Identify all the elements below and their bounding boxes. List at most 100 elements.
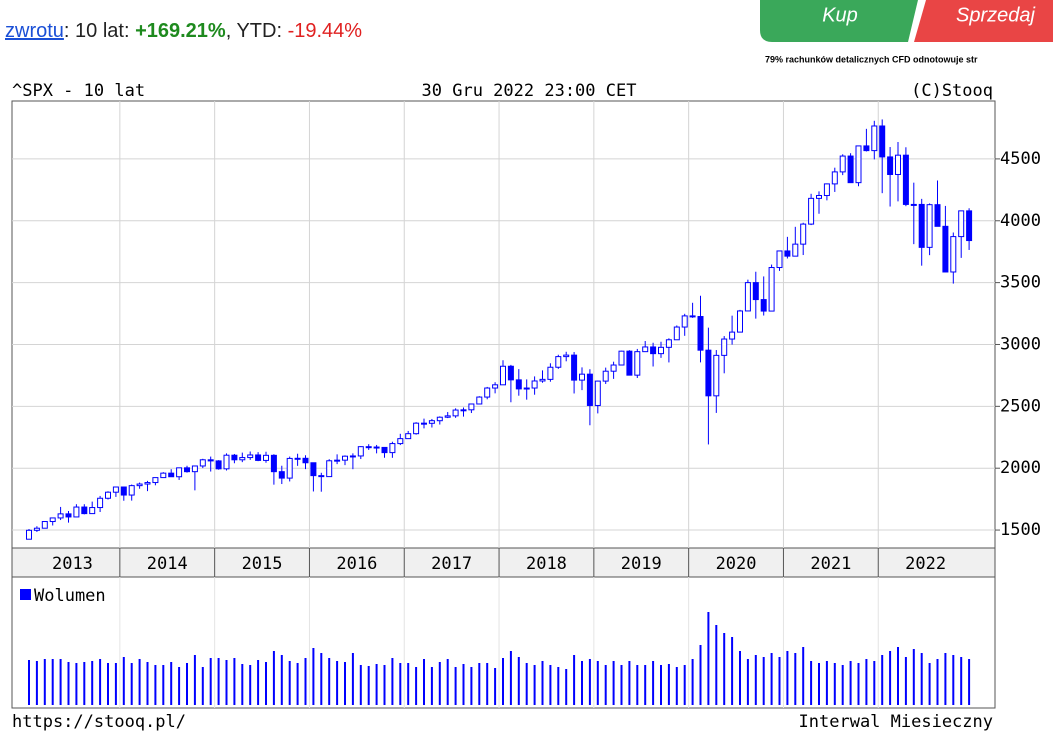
candle-body	[642, 346, 649, 353]
candle-body	[879, 125, 886, 158]
volume-bar	[818, 663, 820, 705]
candle-body	[721, 338, 728, 356]
volume-bar	[802, 647, 805, 705]
volume-bar	[99, 659, 102, 705]
candle-body	[33, 527, 40, 531]
candle-body	[120, 486, 127, 496]
candle-body	[286, 457, 293, 479]
volume-bar	[573, 655, 576, 705]
candle-body	[910, 203, 917, 206]
volume-bar	[604, 665, 607, 705]
year-label: 2019	[621, 554, 662, 574]
candle-body	[744, 282, 751, 312]
volume-bar	[130, 663, 133, 705]
volume-bar	[225, 660, 228, 705]
volume-bar	[612, 661, 615, 705]
copyright: (C)Stooq	[911, 81, 993, 101]
candle-body	[397, 438, 404, 445]
volume-bar	[59, 659, 62, 705]
candle-body	[515, 379, 522, 390]
volume-bar	[952, 655, 955, 705]
volume-bar	[865, 659, 868, 705]
candle-body	[689, 315, 696, 318]
candle-body	[555, 356, 562, 368]
candle-body	[658, 346, 664, 355]
candle-body	[263, 454, 269, 461]
candle-body	[436, 416, 443, 422]
candle-body	[105, 491, 111, 499]
volume-bar	[296, 663, 299, 705]
risk-note: 79% rachunków detalicznych CFD odnotowuj…	[765, 54, 978, 64]
volume-bar	[265, 662, 267, 705]
year-label: 2020	[716, 554, 757, 574]
candle-body	[737, 310, 743, 333]
volume-bar	[423, 659, 425, 705]
volume-bar	[391, 658, 394, 705]
candle-body	[97, 497, 104, 509]
candle-body	[460, 409, 467, 412]
candle-body	[792, 243, 799, 257]
volume-bar	[83, 662, 86, 705]
buy-button[interactable]	[760, 0, 918, 42]
volume-bar	[462, 664, 465, 705]
gain-value: +169.21%	[135, 20, 226, 42]
volume-bar	[122, 657, 125, 705]
volume-bar	[533, 665, 536, 705]
volume-bar	[344, 662, 346, 705]
candle-body	[389, 443, 396, 454]
volume-bar	[67, 662, 70, 705]
year-strip	[11, 547, 996, 578]
interval: Interwal Miesieczny	[799, 712, 993, 732]
candle-body	[650, 346, 657, 355]
candle-body	[697, 316, 704, 351]
volume-bar	[928, 663, 931, 705]
candle-body	[270, 454, 277, 473]
volume-bar	[588, 659, 591, 705]
volume-bar	[644, 665, 647, 705]
volume-bar	[857, 663, 860, 705]
candle-body	[294, 457, 301, 460]
volume-bar	[620, 665, 623, 705]
candle-body	[452, 409, 459, 417]
candle-body	[665, 339, 672, 348]
volume-bar	[936, 659, 939, 705]
chart-title: ^SPX - 10 lat	[12, 81, 145, 101]
volume-bar	[549, 665, 552, 705]
candle-body	[768, 267, 775, 312]
volume-bar	[162, 665, 165, 705]
volume-bar	[138, 659, 141, 705]
volume-bar	[75, 663, 78, 705]
volume-bar	[446, 659, 449, 705]
volume-bar	[699, 645, 702, 705]
candle-body	[144, 482, 151, 485]
candle-body	[895, 154, 901, 175]
source: https://stooq.pl/	[12, 712, 186, 732]
candle-body	[492, 384, 499, 389]
return-link[interactable]: zwrotu	[5, 20, 64, 42]
legend-swatch	[20, 589, 31, 600]
candle-body	[357, 446, 364, 457]
volume-bar	[170, 662, 173, 705]
volume-bar	[486, 663, 489, 705]
candle-body	[365, 446, 372, 449]
candle-body	[610, 364, 617, 372]
volume-bar	[51, 659, 54, 705]
volume-bar	[652, 661, 655, 705]
volume-bar	[833, 663, 836, 705]
candle-body	[334, 459, 341, 462]
year-label: 2022	[905, 554, 946, 574]
volume-bar	[944, 653, 947, 705]
volume-bar	[968, 659, 971, 705]
sell-button[interactable]	[914, 0, 1053, 42]
candle-body	[784, 250, 791, 257]
candle-body	[215, 460, 222, 470]
candle-body	[302, 457, 309, 464]
volume-bar	[288, 661, 291, 705]
candle-body	[152, 477, 159, 484]
volume-bar	[430, 667, 433, 705]
candle-body	[705, 349, 712, 397]
volume-bar	[304, 658, 307, 705]
volume-bar	[509, 651, 512, 705]
